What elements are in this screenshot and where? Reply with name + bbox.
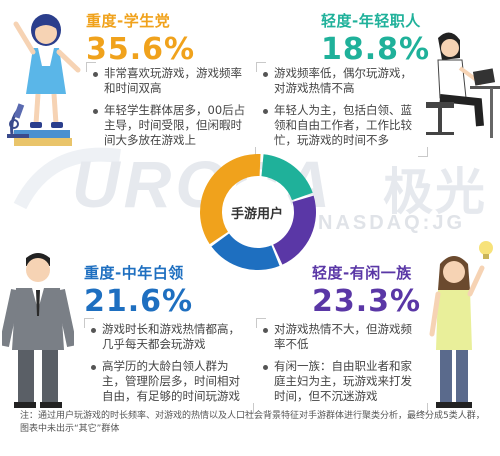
segment-percent-young-pro: 18.8% — [321, 32, 431, 67]
laptop-worker-illustration — [426, 32, 500, 138]
watermark-ticker: NASDAQ:JG — [318, 212, 466, 234]
segment-title-leisure: 轻度-有闲一族 — [312, 264, 412, 282]
segment-desc-midage-pro: 游戏时长和游戏热情都高，几乎每天都会玩游戏 高学历的大龄白领人群为主，管理阶层多… — [84, 318, 254, 413]
segment-point: 非常喜欢玩游戏，游戏频率和时间双高 — [90, 66, 250, 96]
woman-lightbulb-illustration — [429, 241, 493, 408]
microscope-icon — [7, 103, 29, 138]
segment-point: 对游戏热情不大，但游戏频率不低 — [260, 322, 422, 352]
segment-point: 有闲一族：自由职业者和家庭主妇为主，玩游戏来打发时间，但不沉迷游戏 — [260, 359, 422, 404]
segment-title-midage-pro: 重度-中年白领 — [84, 264, 184, 282]
segment-point: 游戏时长和游戏热情都高，几乎每天都会玩游戏 — [88, 322, 248, 352]
segment-point: 游戏频率低，偶尔玩游戏，对游戏热情不高 — [260, 66, 422, 96]
donut-segment-3 — [273, 195, 316, 265]
donut-segment-2 — [211, 233, 280, 270]
aurora-logo-arc — [13, 147, 121, 210]
donut-center-label: 手游用户 — [230, 207, 283, 222]
watermark-brand-cn: 极光 — [383, 164, 487, 220]
footnote: 注：通过用户玩游戏的时长频率、对游戏的热情以及人口社会背景特征对手游群体进行聚类… — [20, 411, 485, 434]
segment-percent-leisure: 23.3% — [312, 284, 422, 319]
donut-segment-1 — [261, 154, 313, 201]
segment-point: 高学历的大龄白领人群为主，管理阶层多，时间相对自由，有足够的时间玩游戏 — [88, 359, 248, 404]
segment-percent-midage-pro: 21.6% — [84, 284, 194, 319]
segment-percent-student: 35.6% — [86, 32, 196, 67]
segment-donut — [200, 154, 316, 270]
segment-point: 年轻学生群体居多，00后占主导，时间受限，但闲暇时间大多放在游戏上 — [90, 103, 250, 148]
segment-title-young-pro: 轻度-年轻职人 — [321, 12, 421, 30]
businessman-illustration — [2, 253, 74, 408]
donut-segment-0 — [200, 154, 261, 245]
segment-title-student: 重度-学生党 — [86, 12, 171, 30]
segment-desc-student: 非常喜欢玩游戏，游戏频率和时间双高 年轻学生群体居多，00后占主导，时间受限，但… — [86, 62, 256, 157]
segment-desc-leisure: 对游戏热情不大，但游戏频率不低 有闲一族：自由职业者和家庭主妇为主，玩游戏来打发… — [256, 318, 428, 413]
segment-desc-young-pro: 游戏频率低，偶尔玩游戏，对游戏热情不高 年轻人为主，包括白领、蓝领和自由工作者，… — [256, 62, 428, 157]
segment-point: 年轻人为主，包括白领、蓝领和自由工作者，工作比较忙，玩游戏的时间不多 — [260, 103, 422, 148]
student-girl-illustration — [13, 14, 81, 146]
donut-hole — [224, 178, 292, 246]
